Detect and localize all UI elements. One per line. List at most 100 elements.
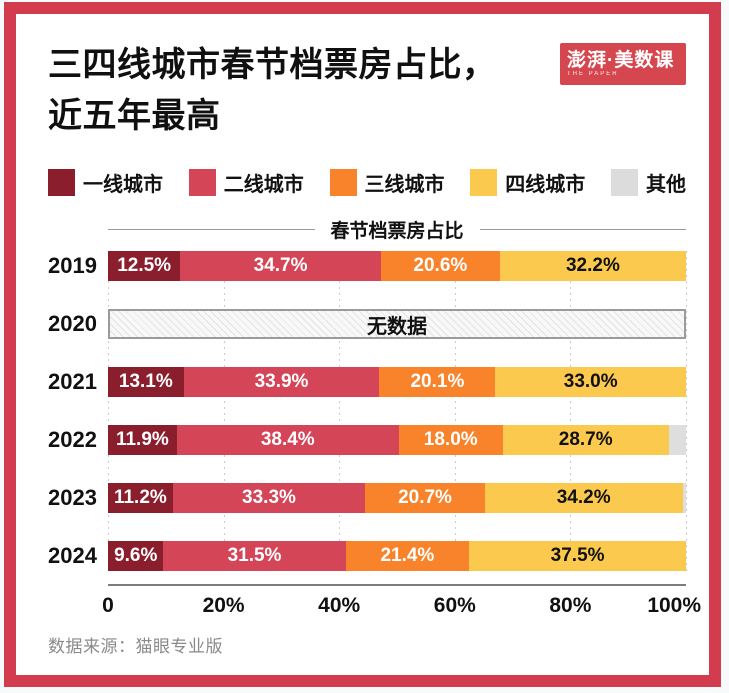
segment-value-label: 33.3%: [242, 487, 296, 508]
chart-row: 2021 13.1% 33.9% 20.1% 33.0%: [48, 367, 686, 397]
year-label: 2021: [48, 369, 97, 394]
segment-value-label: 33.9%: [254, 371, 309, 392]
segment-value-label: 37.5%: [550, 545, 605, 566]
bar-segment: 38.4%: [176, 425, 399, 455]
x-tick: 60%: [433, 594, 476, 617]
header: 三四线城市春节档票房占比， 近五年最高 澎湃·美数课 THE PAPER: [48, 40, 686, 142]
bar-segment: 18.0%: [398, 425, 503, 455]
legend-item: 其他: [611, 168, 686, 197]
x-tick: 0: [102, 594, 114, 617]
legend-label: 一线城市: [83, 174, 163, 196]
segment-value-label: 11.9%: [115, 429, 169, 450]
bar-segment: 33.3%: [172, 483, 366, 513]
segment-value-label: 28.7%: [558, 429, 613, 450]
brand-logo-text: 澎湃·美数课: [567, 49, 675, 71]
brand-logo-subtext: THE PAPER: [567, 71, 619, 78]
legend-label: 二线城市: [223, 174, 304, 196]
bar-track: 12.5% 34.7% 20.6% 32.2%: [108, 251, 686, 281]
legend-swatch: [188, 169, 216, 196]
year-label: 2020: [48, 311, 97, 336]
legend-swatch: [48, 169, 75, 196]
bar-segment: 12.5%: [108, 251, 181, 281]
chart-row: 2020 无数据: [48, 309, 686, 339]
chart-row: 2023 11.2% 33.3% 20.7% 34.2%: [48, 483, 686, 513]
axis-title-row: 春节档票房占比: [108, 217, 687, 242]
bar-segment: 11.9%: [108, 425, 177, 455]
bar-segment: 20.1%: [379, 367, 496, 397]
legend-swatch: [611, 169, 638, 196]
bar-segment: 13.1%: [108, 367, 184, 397]
axis-title-rule-right: [479, 228, 687, 230]
segment-value-label: 18.0%: [423, 429, 478, 450]
x-tick: 20%: [202, 594, 245, 617]
legend-item: 一线城市: [48, 168, 163, 197]
bar-segment: [668, 425, 686, 455]
bar-segment: 9.6%: [108, 541, 164, 571]
year-label: 2023: [48, 485, 97, 510]
year-label: 2022: [48, 427, 97, 452]
title-line-1: 三四线城市春节档票房占比，: [48, 46, 497, 84]
legend-swatch: [329, 169, 357, 196]
bar-segment: 20.6%: [380, 251, 500, 281]
bar-segment: 33.9%: [183, 367, 380, 397]
bar-rows: 2019 12.5% 34.7% 20.6% 32.2% 2020 无数据 2021 13.1%…: [48, 251, 686, 571]
no-data-bar: 无数据: [108, 309, 686, 339]
segment-value-label: 38.4%: [260, 429, 315, 450]
source-note: 数据来源：猫眼专业版: [48, 637, 223, 656]
x-tick: 100%: [647, 594, 702, 617]
segment-value-label: 21.4%: [380, 545, 435, 566]
segment-value-label: 20.1%: [410, 371, 465, 392]
segment-value-label: 11.2%: [113, 487, 167, 508]
bar-track: 13.1% 33.9% 20.1% 33.0%: [108, 367, 686, 397]
bar-segment: 32.2%: [499, 251, 686, 281]
bar-segment: 28.7%: [502, 425, 669, 455]
axis-title: 春节档票房占比: [330, 220, 464, 242]
brand-logo: 澎湃·美数课 THE PAPER: [560, 43, 686, 85]
plot-area: 2019 12.5% 34.7% 20.6% 32.2% 2020 无数据 2021 13.1%…: [48, 251, 687, 571]
legend-item: 四线城市: [470, 168, 585, 197]
x-axis-ticks: 0 20% 40% 60% 80% 100%: [102, 592, 701, 622]
segment-value-label: 33.0%: [563, 371, 618, 392]
segment-value-label: 13.1%: [118, 371, 173, 392]
chart-row: 2022 11.9% 38.4% 18.0% 28.7%: [48, 425, 686, 455]
bar-track: 9.6% 31.5% 21.4% 37.5%: [108, 541, 686, 571]
bar-segment: [682, 483, 686, 513]
bar-segment: 21.4%: [345, 541, 470, 571]
bar-segment: 20.7%: [365, 483, 485, 513]
segment-value-label: 20.6%: [413, 255, 468, 276]
year-label: 2024: [48, 543, 97, 568]
no-data-label: 无数据: [367, 315, 427, 338]
segment-value-label: 34.2%: [556, 487, 611, 508]
segment-value-label: 31.5%: [227, 545, 282, 566]
title-line-2: 近五年最高: [48, 97, 221, 135]
segment-value-label: 12.5%: [117, 255, 172, 276]
legend: 一线城市 二线城市 三线城市 四线城市 其他: [48, 168, 686, 197]
bar-segment: 34.2%: [484, 483, 683, 513]
bar-segment: 37.5%: [469, 541, 686, 571]
segment-value-label: 34.7%: [253, 255, 308, 276]
chart-row: 2019 12.5% 34.7% 20.6% 32.2%: [48, 251, 686, 281]
x-tick: 80%: [549, 594, 592, 617]
legend-swatch: [470, 169, 498, 196]
bar-segment: 34.7%: [180, 251, 381, 281]
chart: 春节档票房占比 2019 12.5% 34.7% 20.6% 32.2% 2020 无数据 2…: [48, 217, 701, 622]
page-title: 三四线城市春节档票房占比， 近五年最高: [48, 40, 686, 142]
segment-value-label: 9.6%: [114, 545, 158, 566]
segment-value-label: 32.2%: [565, 255, 620, 276]
segment-value-label: 20.7%: [398, 487, 452, 508]
legend-label: 四线城市: [505, 174, 586, 196]
legend-item: 三线城市: [329, 168, 445, 197]
year-label: 2019: [48, 253, 97, 278]
gridline: [686, 251, 687, 571]
legend-label: 三线城市: [364, 174, 445, 196]
bar-segment: 31.5%: [163, 541, 346, 571]
bar-track: 11.2% 33.3% 20.7% 34.2%: [108, 483, 686, 513]
x-tick: 40%: [318, 594, 361, 617]
legend-item: 二线城市: [188, 168, 304, 197]
bar-segment: 11.2%: [108, 483, 173, 513]
chart-row: 2024 9.6% 31.5% 21.4% 37.5%: [48, 541, 686, 571]
bar-segment: 33.0%: [495, 367, 686, 397]
legend-label: 其他: [646, 174, 686, 196]
x-axis-line: [108, 584, 686, 586]
